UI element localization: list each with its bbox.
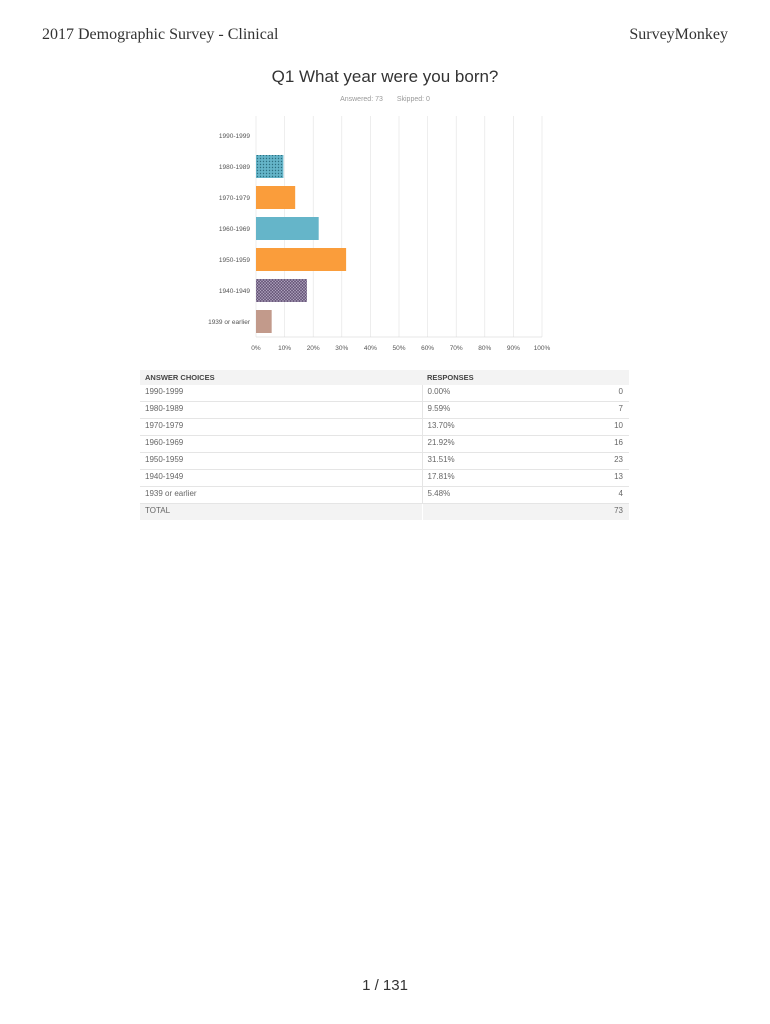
- skipped-count: Skipped: 0: [396, 96, 430, 103]
- x-tick-labels: 0% 10% 20% 30% 40% 50% 60% 70% 80% 90% 100%: [251, 345, 550, 352]
- x-tick-label: 30%: [335, 345, 348, 352]
- response-count: 13: [582, 469, 629, 487]
- response-count: 4: [582, 486, 629, 504]
- total-label: TOTAL: [140, 503, 422, 520]
- response-count: 0: [582, 385, 629, 402]
- response-count: 16: [582, 435, 629, 453]
- x-tick-label: 60%: [421, 345, 434, 352]
- category-label: 1960-1969: [219, 226, 250, 233]
- x-tick-label: 0%: [251, 345, 261, 352]
- category-label: 1990-1999: [219, 133, 250, 140]
- answer-choice: 1939 or earlier: [140, 486, 422, 504]
- answer-choice: 1970-1979: [140, 418, 422, 436]
- category-label: 1950-1959: [219, 257, 250, 264]
- bar: [256, 279, 307, 302]
- category-label: 1939 or earlier: [208, 319, 251, 326]
- responses-table: ANSWER CHOICES RESPONSES 1990-1999 0.00% 0…: [140, 370, 629, 520]
- total-percent-cell: [421, 503, 582, 520]
- category-label: 1970-1979: [219, 195, 250, 202]
- document-title: 2017 Demographic Survey - Clinical: [42, 26, 279, 43]
- page-indicator: 1 / 131: [362, 977, 408, 994]
- x-tick-label: 70%: [450, 345, 463, 352]
- x-tick-label: 20%: [307, 345, 320, 352]
- x-tick-label: 40%: [364, 345, 377, 352]
- answer-choice: 1950-1959: [140, 452, 422, 470]
- table-row: 1990-1999 0.00% 0: [140, 385, 629, 402]
- category-label: 1940-1949: [219, 288, 250, 295]
- bar: [256, 310, 272, 333]
- response-count: 7: [582, 401, 629, 419]
- answered-count: Answered: 73: [340, 96, 383, 103]
- chart-grid: [255, 116, 543, 338]
- x-tick-label: 80%: [478, 345, 491, 352]
- brand-name: SurveyMonkey: [629, 26, 728, 43]
- bar: [256, 186, 296, 209]
- response-percent: 21.92%: [421, 435, 582, 453]
- total-count: 73: [582, 503, 629, 520]
- answer-choice: 1990-1999: [140, 385, 422, 402]
- table-row: 1980-1989 9.59% 7: [140, 401, 629, 419]
- table-row: 1940-1949 17.81% 13: [140, 469, 629, 487]
- bar: [256, 248, 347, 271]
- response-percent: 17.81%: [421, 469, 582, 487]
- response-count: 10: [582, 418, 629, 436]
- category-labels: 1990-1999 1980-1989 1970-1979 1960-1969 1950…: [208, 133, 251, 326]
- x-tick-label: 90%: [507, 345, 520, 352]
- x-tick-label: 100%: [534, 345, 551, 352]
- response-percent: 5.48%: [421, 486, 582, 504]
- answer-choice: 1960-1969: [140, 435, 422, 453]
- response-percent: 0.00%: [421, 385, 582, 402]
- response-stats: Answered: 73 Skipped: 0: [0, 96, 770, 103]
- bar: [256, 217, 319, 240]
- table-row: 1960-1969 21.92% 16: [140, 435, 629, 453]
- response-percent: 9.59%: [421, 401, 582, 419]
- table-row: 1939 or earlier 5.48% 4: [140, 486, 629, 504]
- responses-header: RESPONSES: [422, 370, 629, 385]
- question-title: Q1 What year were you born?: [271, 67, 499, 86]
- answer-choice: 1940-1949: [140, 469, 422, 487]
- bar: [256, 155, 284, 178]
- x-tick-label: 50%: [392, 345, 405, 352]
- chart-bars: [256, 155, 347, 333]
- x-tick-label: 10%: [278, 345, 291, 352]
- table-row: 1950-1959 31.51% 23: [140, 452, 629, 470]
- response-count: 23: [582, 452, 629, 470]
- bar-chart: 1990-1999 1980-1989 1970-1979 1960-1969 1950…: [208, 116, 551, 352]
- table-row: 1970-1979 13.70% 10: [140, 418, 629, 436]
- answer-choices-header: ANSWER CHOICES: [140, 370, 422, 385]
- answer-choice: 1980-1989: [140, 401, 422, 419]
- category-label: 1980-1989: [219, 164, 250, 171]
- response-percent: 31.51%: [421, 452, 582, 470]
- table-header-row: ANSWER CHOICES RESPONSES: [140, 370, 629, 385]
- response-percent: 13.70%: [421, 418, 582, 436]
- table-total-row: TOTAL 73: [140, 503, 629, 520]
